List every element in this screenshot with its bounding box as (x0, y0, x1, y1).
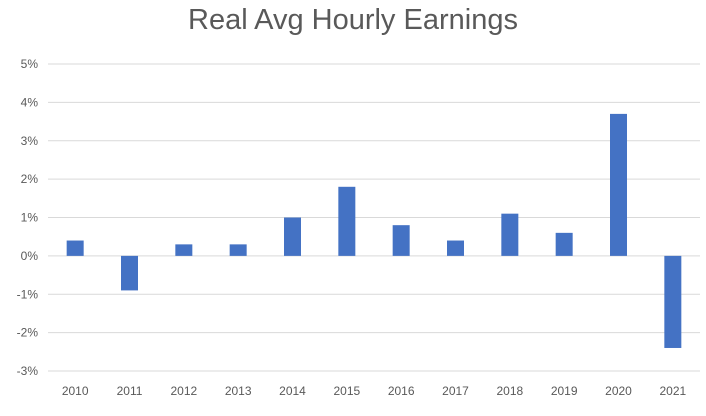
x-tick-label: 2012 (170, 384, 197, 398)
bar-2012 (175, 244, 193, 256)
x-tick-label: 2014 (279, 384, 306, 398)
x-axis-tick-labels: 2010 2011 2012 2013 2014 2015 2016 2017 2018 2019… (62, 384, 687, 398)
y-tick-label: 4% (21, 95, 39, 109)
y-tick-label: -1% (17, 287, 39, 301)
y-tick-label: 2% (21, 172, 39, 186)
y-tick-label: 1% (21, 211, 39, 225)
x-tick-label: 2015 (333, 384, 360, 398)
bar-2014 (284, 217, 301, 256)
bar-2015 (338, 186, 356, 256)
x-tick-label: 2011 (117, 384, 143, 398)
gridlines (48, 63, 700, 372)
x-tick-label: 2019 (551, 384, 578, 398)
x-tick-label: 2013 (225, 384, 252, 398)
x-tick-label: 2020 (605, 384, 632, 398)
bar-2019 (555, 232, 573, 256)
bar-2020 (610, 113, 627, 256)
bar-2010 (66, 240, 84, 256)
y-tick-label: -3% (17, 364, 39, 378)
y-axis-tick-labels: -3% -2% -1% 0% 1% 2% 3% 4% 5% (17, 57, 39, 378)
x-tick-label: 2016 (388, 384, 415, 398)
x-tick-label: 2017 (442, 384, 469, 398)
x-tick-label: 2021 (659, 384, 686, 398)
bar-2011 (121, 255, 138, 291)
x-tick-label: 2018 (496, 384, 523, 398)
bar-2017 (447, 240, 464, 256)
chart-title: Real Avg Hourly Earnings (188, 4, 518, 36)
y-tick-label: 3% (21, 134, 39, 148)
y-tick-label: 5% (21, 57, 39, 71)
bar-2016 (392, 225, 410, 256)
bar-2021 (664, 255, 682, 348)
bar-2013 (229, 244, 247, 256)
y-tick-label: 0% (21, 249, 39, 263)
y-tick-label: -2% (17, 326, 39, 340)
x-tick-label: 2010 (62, 384, 89, 398)
bars (66, 113, 682, 348)
bar-2018 (501, 213, 519, 256)
